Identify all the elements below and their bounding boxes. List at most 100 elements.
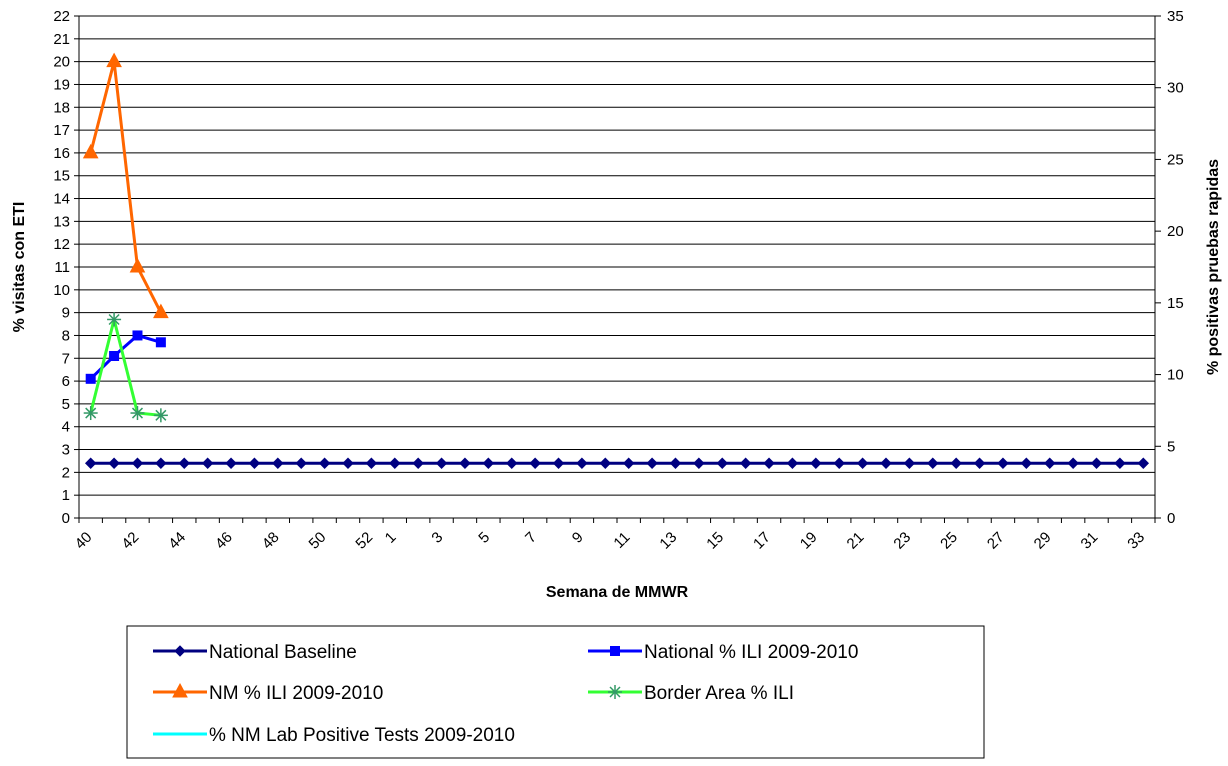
series-line-2 — [89, 61, 163, 314]
y-tick-label: 12 — [53, 236, 70, 253]
y2-tick-label: 20 — [1167, 223, 1184, 240]
x-tick-label: 40 — [72, 529, 96, 553]
series-0-point — [318, 457, 331, 469]
series-0-point — [716, 457, 728, 469]
y-tick-label: 17 — [53, 122, 70, 139]
series-3-point — [130, 406, 145, 421]
y-tick-label: 14 — [53, 191, 70, 208]
x-tick-label: 52 — [352, 529, 376, 553]
series-1-point — [109, 350, 120, 361]
y-tick-label: 13 — [53, 213, 70, 230]
series-0-point — [1067, 457, 1079, 469]
x-tick-label: 46 — [212, 529, 236, 553]
series-0-point — [693, 457, 705, 469]
y2-tick-label: 35 — [1167, 8, 1184, 25]
star-stroke — [609, 686, 621, 698]
series-0-point — [622, 457, 635, 469]
y-tick-label: 9 — [62, 305, 70, 322]
series-0-point — [248, 457, 261, 469]
legend-label: National % ILI 2009-2010 — [644, 642, 858, 663]
x-tick-label: 50 — [306, 529, 330, 553]
series-0-point — [552, 457, 565, 469]
x-tick-label: 7 — [522, 529, 540, 547]
series-0-point — [435, 457, 448, 469]
y2-axis-title: % positivas pruebas rapidas — [1205, 159, 1222, 375]
y-tick-label: 0 — [62, 510, 70, 527]
series-0-point — [903, 457, 916, 469]
y2-tick-label: 0 — [1167, 510, 1175, 527]
series-0-point — [997, 457, 1009, 469]
legend-label: NM % ILI 2009-2010 — [209, 683, 383, 704]
series-0-point — [342, 457, 354, 469]
series-0-point — [482, 457, 495, 469]
x-tick-label: 29 — [1031, 529, 1055, 553]
x-tick-label: 27 — [984, 529, 1008, 553]
y-tick-label: 5 — [62, 396, 70, 413]
x-tick-label: 1 — [382, 529, 400, 547]
series-0-point — [810, 457, 822, 469]
series-0-point — [225, 457, 237, 469]
star-stroke — [85, 407, 97, 419]
series-0-point — [459, 457, 471, 469]
y-tick-label: 18 — [53, 99, 70, 116]
series-line-3 — [89, 319, 162, 417]
y-axis-title: % visitas con ETI — [11, 202, 28, 333]
y2-tick-label: 30 — [1167, 80, 1184, 97]
y2-tick-label: 5 — [1167, 438, 1175, 455]
legend-label: National Baseline — [209, 642, 357, 663]
series-0-point — [155, 457, 167, 469]
x-tick-label: 5 — [475, 529, 493, 547]
series-2-point — [106, 52, 122, 68]
y-tick-label: 19 — [53, 76, 70, 93]
legend-swatch-marker — [610, 646, 620, 656]
series-0-point — [389, 457, 401, 469]
y-tick-label: 16 — [53, 145, 70, 162]
x-tick-label: 42 — [118, 529, 142, 553]
series-0-point — [1114, 457, 1126, 469]
series-3-point — [83, 406, 98, 421]
series-3-point — [107, 312, 122, 327]
series-0-point — [856, 457, 869, 469]
y-tick-label: 4 — [62, 419, 70, 436]
series-3-point — [153, 408, 168, 423]
series-0-point — [669, 457, 682, 469]
series-0-point — [646, 457, 658, 469]
series-0-point — [131, 457, 144, 469]
legend-label: % NM Lab Positive Tests 2009-2010 — [209, 725, 515, 746]
x-tick-label: 21 — [844, 529, 868, 553]
series-0-point — [927, 457, 939, 469]
legend-swatch-marker — [608, 685, 622, 699]
x-tick-label: 23 — [890, 529, 914, 553]
star-stroke — [131, 407, 144, 419]
y-tick-label: 2 — [62, 464, 70, 481]
x-tick-label: 17 — [750, 529, 774, 553]
series-0-point — [1044, 457, 1056, 469]
series-0-point — [84, 457, 97, 469]
series-0-point — [529, 457, 541, 469]
x-tick-label: 48 — [259, 529, 283, 553]
x-tick-label: 3 — [428, 529, 446, 547]
legend — [126, 625, 985, 759]
series-0-point — [880, 457, 892, 469]
series-0-point — [576, 457, 588, 469]
series-0-point — [599, 457, 612, 469]
x-tick-label: 44 — [165, 529, 189, 553]
series-0-point — [1090, 457, 1103, 469]
y-tick-label: 6 — [62, 373, 70, 390]
series-0-point — [365, 457, 378, 469]
star-stroke — [108, 313, 120, 326]
y-tick-label: 8 — [62, 327, 70, 344]
series-2-point — [129, 257, 146, 273]
series-0-point — [786, 457, 799, 469]
y-tick-label: 15 — [53, 168, 70, 185]
legend-swatch-marker — [172, 682, 188, 698]
y-tick-label: 22 — [53, 8, 70, 25]
x-tick-label: 11 — [610, 529, 633, 552]
x-tick-label: 13 — [656, 529, 680, 553]
series-0-point — [973, 457, 986, 469]
x-tick-label: 15 — [703, 529, 727, 553]
series-0-point — [295, 457, 307, 469]
series-0-point — [1137, 457, 1150, 469]
